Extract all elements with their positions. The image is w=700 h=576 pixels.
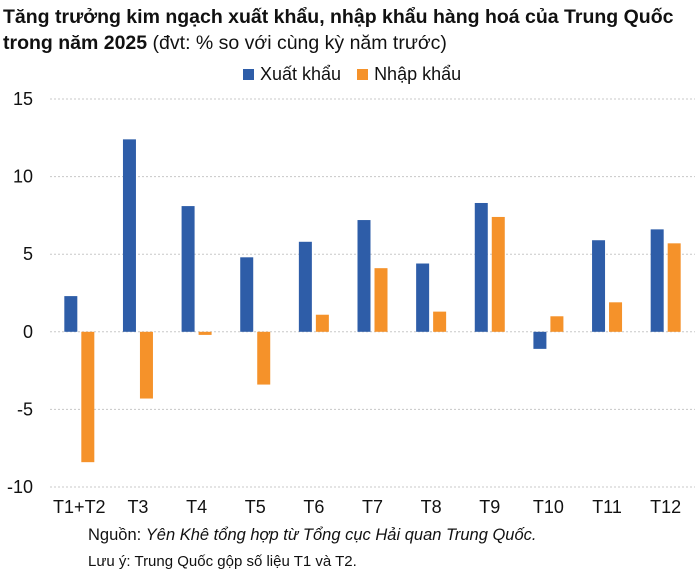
x-tick-label: T11 — [592, 497, 622, 517]
bar-export — [474, 202, 488, 332]
bar-import — [374, 268, 388, 332]
y-tick-label: 5 — [23, 244, 33, 264]
bar-export — [122, 139, 136, 332]
x-tick-label: T3 — [127, 497, 148, 517]
bar-export — [240, 257, 254, 332]
bar-import — [667, 243, 681, 332]
bar-import — [433, 311, 447, 332]
x-tick-label: T10 — [533, 497, 564, 517]
source-line: Nguồn: Yên Khê tổng hợp từ Tổng cục Hải … — [88, 526, 537, 545]
bar-export — [650, 229, 664, 332]
bar-export — [416, 263, 430, 332]
bar-import — [491, 216, 505, 332]
legend-label-export: Xuất khẩu — [260, 64, 342, 84]
y-tick-label: -10 — [7, 477, 33, 497]
x-tick-label: T7 — [362, 497, 383, 517]
x-tick-label: T6 — [303, 497, 324, 517]
y-tick-label: 15 — [13, 89, 33, 109]
bar-export — [64, 296, 78, 332]
bar-import — [198, 331, 212, 335]
legend-swatch-import — [357, 69, 369, 80]
x-tick-label: T8 — [421, 497, 442, 517]
bar-import — [609, 302, 623, 332]
bar-import — [139, 331, 153, 399]
bar-export — [533, 331, 547, 349]
chart-plot: 15 10 5 0 -5 -10 T1+T2 T3 T4 T5 T6 T7 T8 T9 T10 T11 T12 — [7, 89, 695, 517]
bar-import — [315, 314, 329, 332]
x-tick-label: T5 — [245, 497, 266, 517]
x-tick-label: T12 — [650, 497, 681, 517]
bar-import — [81, 331, 95, 463]
x-tick-label: T9 — [479, 497, 500, 517]
bar-export — [357, 220, 371, 332]
legend-label-import: Nhập khẩu — [374, 64, 462, 84]
chart-title-main: Tăng trưởng kim ngạch xuất khẩu, nhập kh… — [3, 6, 674, 54]
legend-item-export: Xuất khẩu — [243, 64, 341, 85]
source-text: Yên Khê tổng hợp từ Tổng cục Hải quan Tr… — [145, 526, 537, 544]
legend-item-import: Nhập khẩu — [357, 64, 461, 85]
x-tick-label: T1+T2 — [53, 497, 106, 517]
bar-import — [257, 331, 271, 385]
legend: Xuất khẩu Nhập khẩu — [243, 64, 461, 85]
bar-export — [298, 241, 312, 332]
x-tick-label: T4 — [186, 497, 207, 517]
y-tick-label: 0 — [23, 322, 33, 342]
note-line: Lưu ý: Trung Quốc gộp số liệu T1 và T2. — [88, 553, 357, 570]
legend-swatch-export — [243, 69, 254, 80]
bar-import — [550, 316, 564, 332]
y-tick-label: 10 — [13, 167, 33, 187]
chart-title: Tăng trưởng kim ngạch xuất khẩu, nhập kh… — [3, 4, 693, 56]
source-label: Nguồn: — [88, 526, 146, 544]
y-tick-label: -5 — [17, 399, 33, 419]
chart-title-unit: (đvt: % so với cùng kỳ năm trước) — [147, 32, 447, 54]
bar-export — [592, 240, 606, 332]
bar-export — [181, 206, 195, 332]
